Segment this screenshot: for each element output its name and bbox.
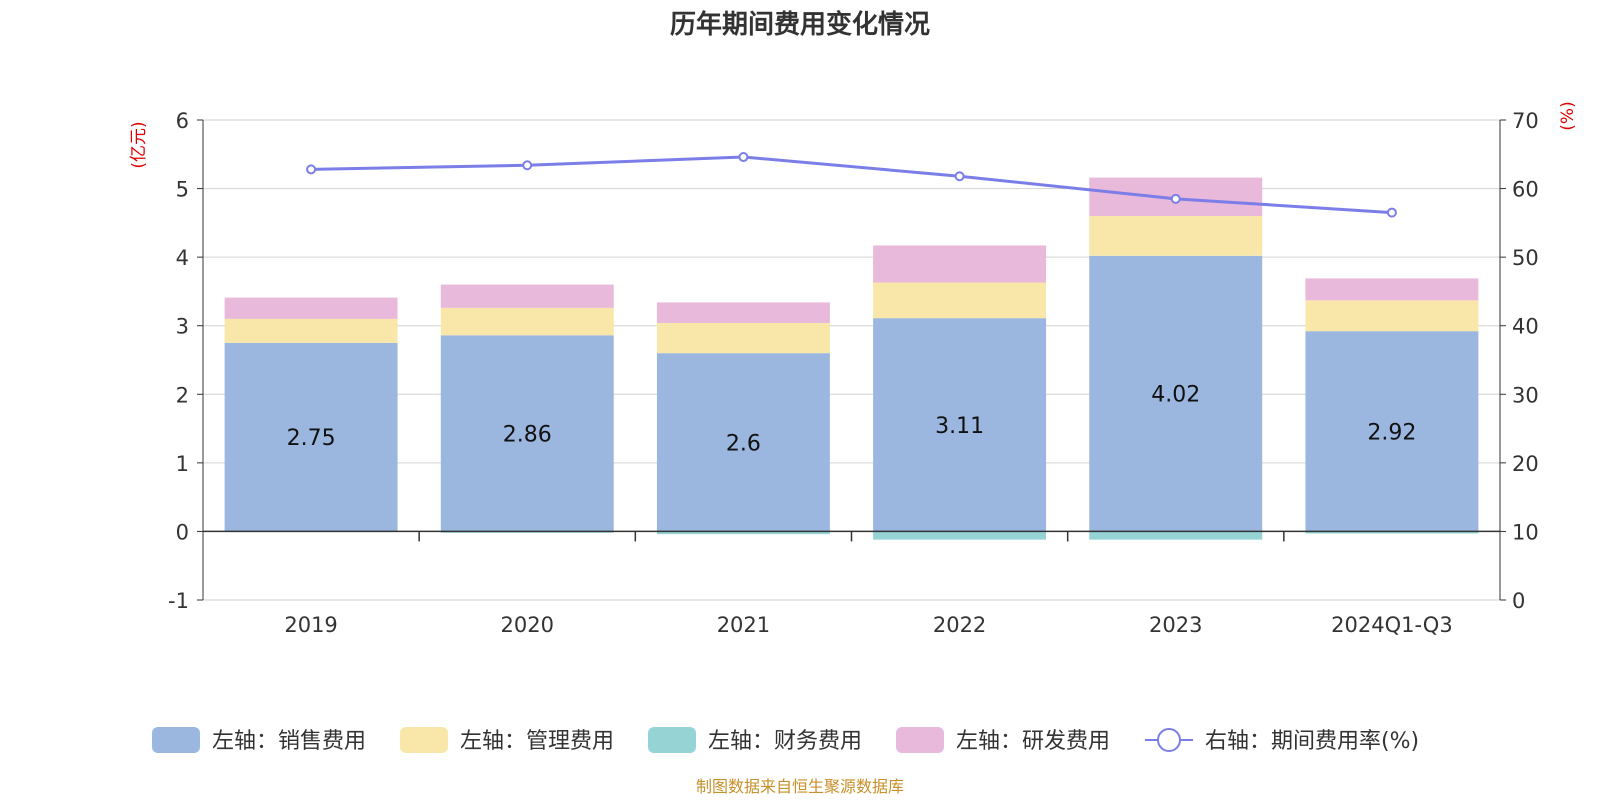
bar-管理费用-2024Q1-Q3 (1305, 300, 1479, 332)
right-tick-label: 30 (1512, 383, 1539, 407)
bar-value-label: 4.02 (1151, 383, 1200, 408)
left-tick-label: 2 (176, 383, 189, 407)
right-tick-label: 50 (1512, 246, 1539, 270)
legend-label: 左轴：销售费用 (212, 729, 366, 754)
bar-研发费用-2021 (656, 302, 830, 323)
left-tick-label: -1 (168, 589, 189, 613)
bar-研发费用-2019 (224, 297, 398, 319)
x-tick-label: 2019 (284, 613, 337, 637)
left-tick-label: 4 (176, 246, 189, 270)
bar-财务费用-2023 (1089, 531, 1263, 540)
bars (224, 177, 1479, 540)
legend-label: 左轴：财务费用 (708, 729, 862, 754)
expense-rate-point (1170, 193, 1181, 204)
left-tick-label: 6 (176, 109, 189, 133)
legend-swatch (648, 727, 696, 753)
bar-研发费用-2022 (873, 245, 1047, 283)
bar-销售费用-2023 (1089, 255, 1263, 532)
bar-value-label: 3.11 (935, 414, 984, 439)
chart-title: 历年期间费用变化情况 (670, 9, 930, 40)
left-tick-label: 1 (176, 452, 189, 476)
bar-研发费用-2024Q1-Q3 (1305, 278, 1479, 301)
bar-管理费用-2023 (1089, 216, 1263, 256)
bar-销售费用-2021 (656, 353, 830, 532)
legend-label: 右轴：期间费用率(%) (1205, 729, 1419, 754)
bar-管理费用-2020 (440, 307, 614, 336)
bar-销售费用-2019 (224, 342, 398, 532)
expense-rate-polyline (311, 155, 1393, 215)
legend-swatch (896, 727, 944, 753)
legend: 左轴：销售费用 左轴：管理费用 左轴：财务费用 左轴：研发费用 右轴：期间费用率(%) (152, 727, 1419, 754)
legend-swatch (152, 727, 200, 753)
left-tick-label: 0 (176, 520, 189, 544)
bar-财务费用-2022 (873, 531, 1047, 540)
expense-rate-point (954, 171, 965, 182)
bar-value-label: 2.92 (1367, 420, 1416, 445)
x-tick-label: 2021 (717, 613, 770, 637)
legend-swatch (400, 727, 448, 753)
right-tick-label: 60 (1512, 178, 1539, 202)
right-tick-label: 10 (1512, 520, 1539, 544)
x-tick-label: 2023 (1149, 613, 1202, 637)
left-axis-unit: (亿元) (129, 121, 149, 168)
bar-管理费用-2021 (656, 322, 830, 354)
expense-rate-point (306, 164, 317, 175)
expense-rate-point (522, 160, 533, 171)
right-tick-label: 20 (1512, 452, 1539, 476)
source-note: 制图数据来自恒生聚源数据库 (696, 777, 904, 796)
left-tick-label: 3 (176, 315, 189, 339)
bar-value-label: 2.6 (726, 431, 761, 456)
x-tick-label: 2022 (933, 613, 986, 637)
bar-财务费用-2024Q1-Q3 (1305, 531, 1479, 534)
bar-财务费用-2021 (656, 531, 830, 535)
bar-value-label: 2.75 (287, 426, 336, 451)
data-labels: 2.75 2.86 2.6 3.11 4.02 2.92 (287, 383, 1417, 457)
right-tick-label: 70 (1512, 109, 1539, 133)
bar-研发费用-2020 (440, 284, 614, 308)
legend-label: 左轴：管理费用 (460, 729, 614, 754)
bar-销售费用-2022 (873, 318, 1047, 532)
legend-label: 左轴：研发费用 (956, 729, 1110, 754)
bar-销售费用-2020 (440, 335, 614, 532)
x-tick-label: 2024Q1-Q3 (1331, 613, 1453, 637)
right-axis-unit: (%) (1558, 101, 1578, 130)
legend-marker (1157, 728, 1181, 752)
right-tick-label: 40 (1512, 315, 1539, 339)
bar-管理费用-2022 (873, 282, 1047, 319)
expense-rate-point (738, 152, 749, 163)
left-tick-label: 5 (176, 178, 189, 202)
bar-value-label: 2.86 (503, 422, 552, 447)
x-tick-label: 2020 (501, 613, 554, 637)
bar-销售费用-2024Q1-Q3 (1305, 331, 1479, 532)
expense-rate-point (1386, 207, 1397, 218)
expense-rate-line (306, 152, 1397, 218)
right-tick-label: 0 (1512, 589, 1525, 613)
bar-管理费用-2019 (224, 318, 398, 343)
